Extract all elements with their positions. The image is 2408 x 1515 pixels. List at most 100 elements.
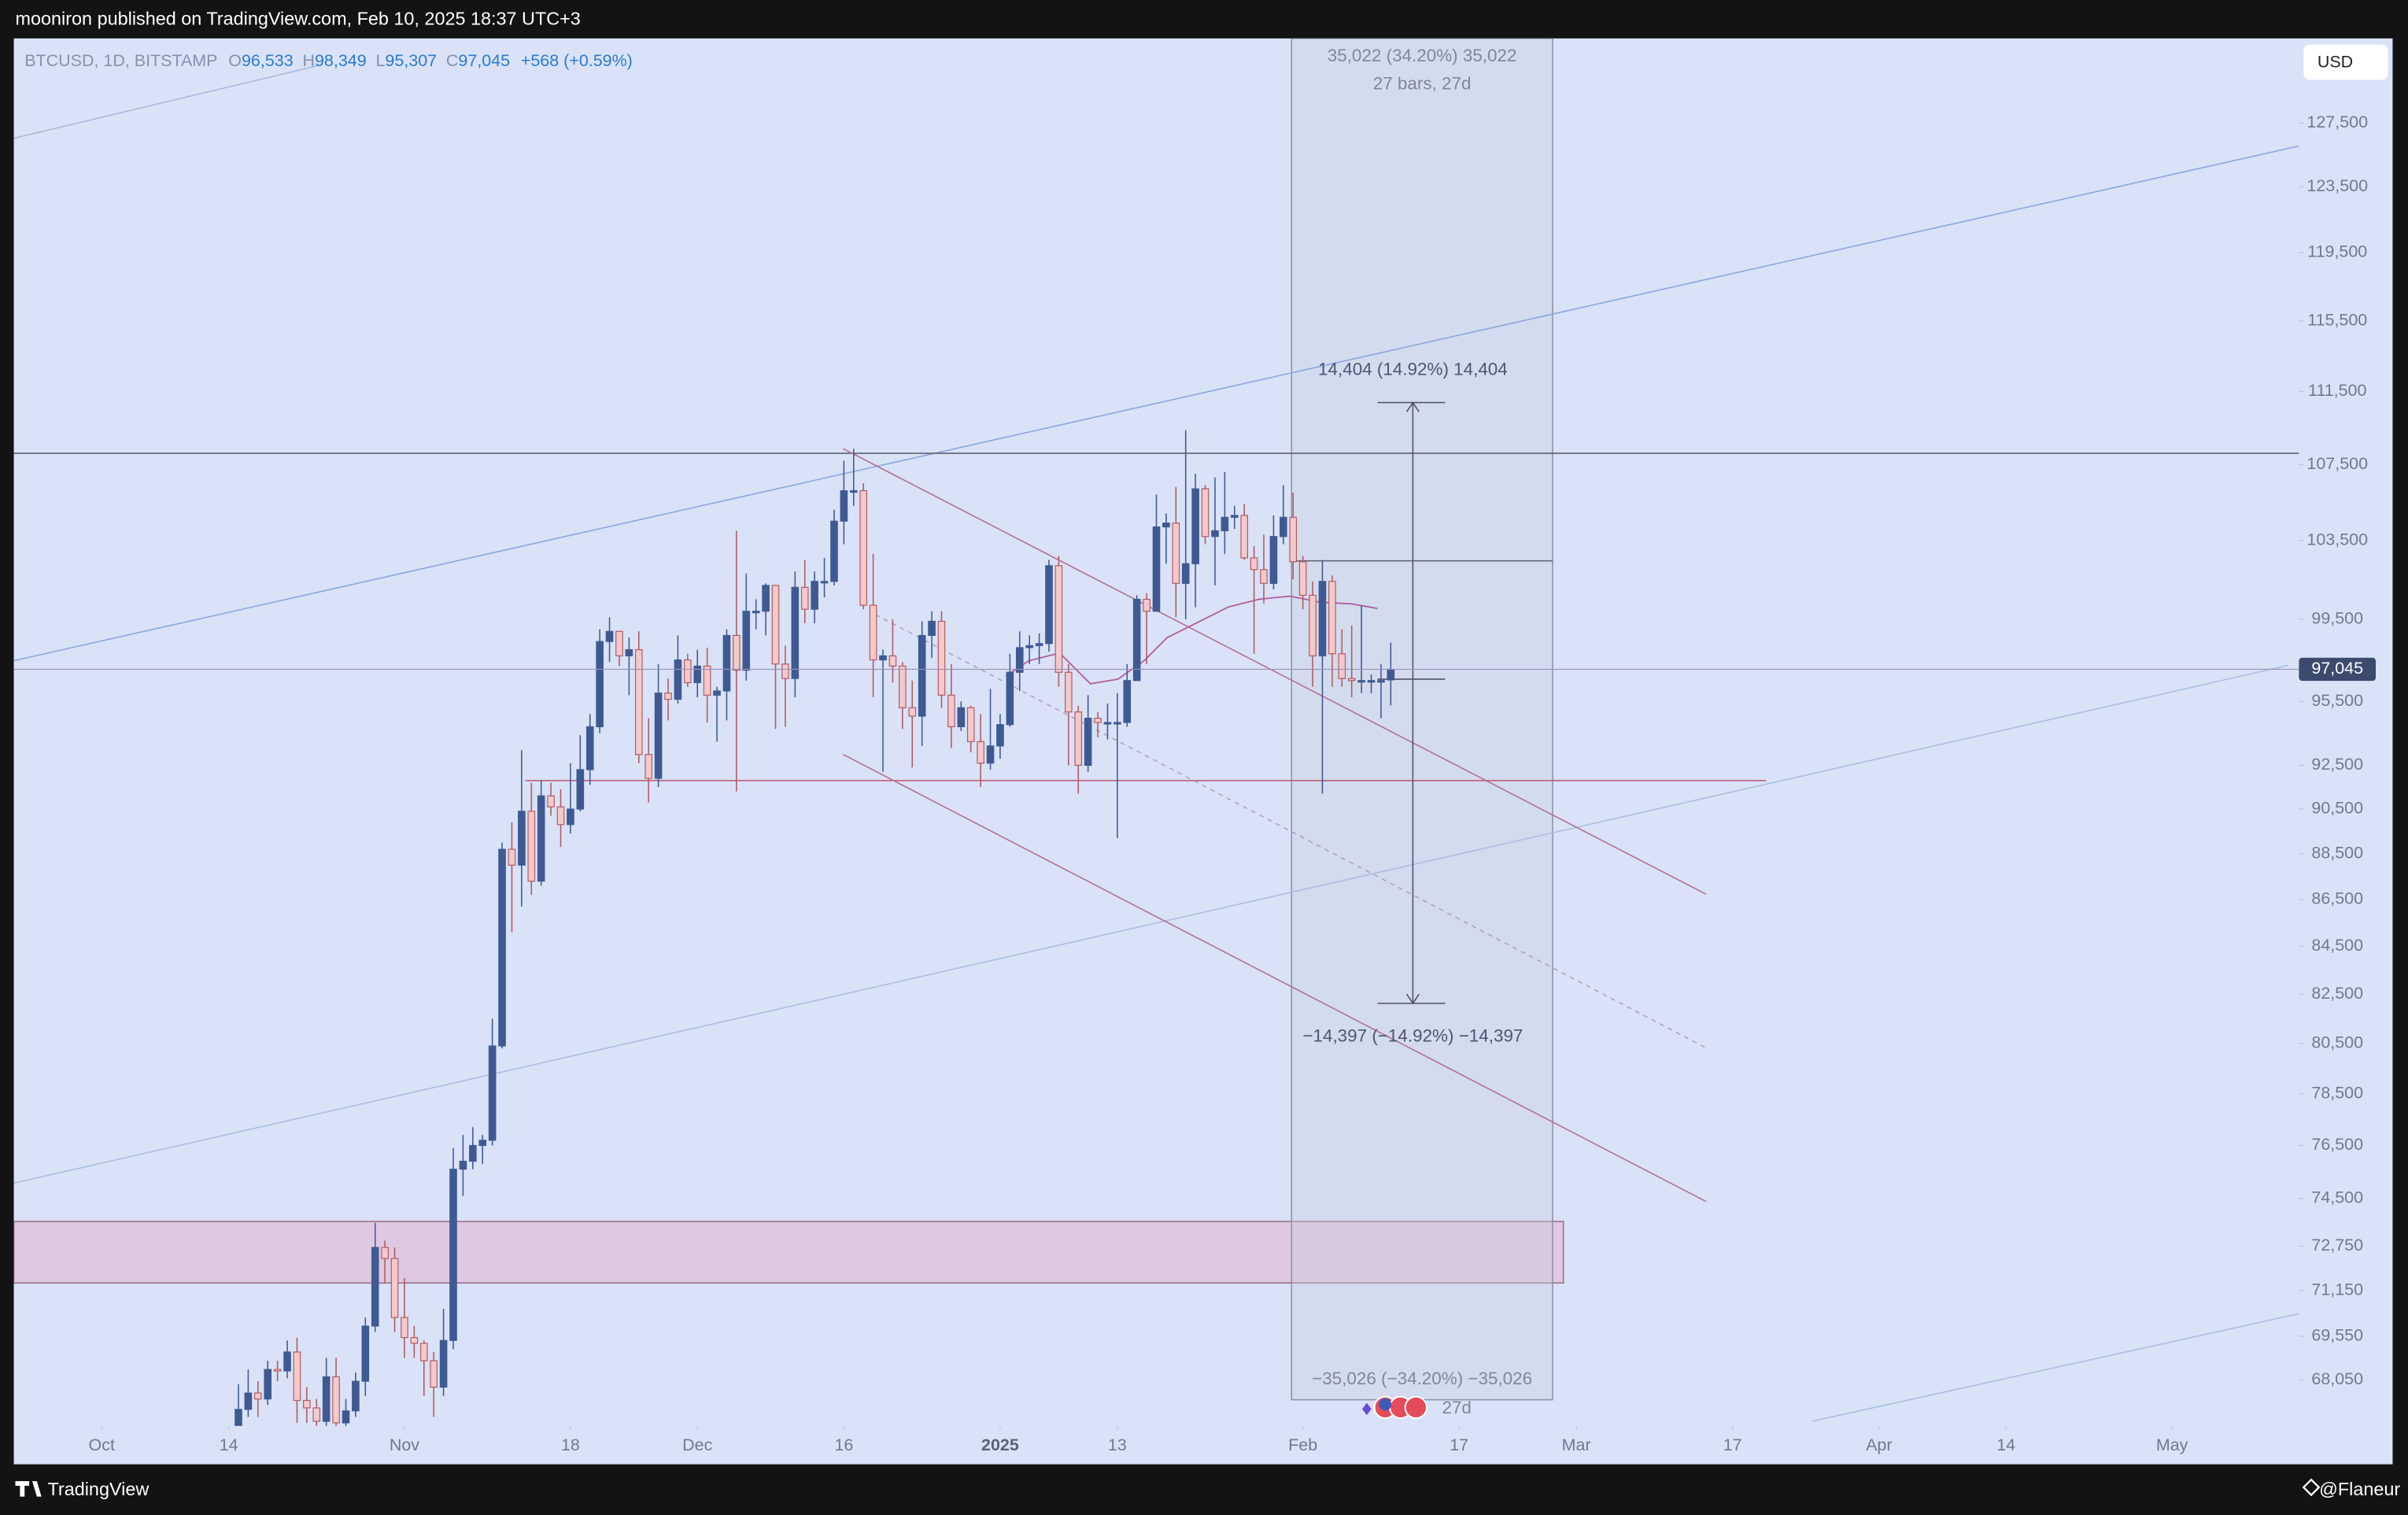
- channel-line: [843, 448, 1707, 895]
- author: @Flaneur: [2319, 1479, 2400, 1499]
- range-label: −35,026 (−34.20%) −35,026: [1312, 1369, 1532, 1388]
- candle-body: [1230, 515, 1239, 518]
- candle-body: [293, 1351, 301, 1402]
- candle-body: [352, 1380, 360, 1412]
- candle-body: [674, 659, 682, 700]
- candle-body: [469, 1144, 477, 1162]
- candle-body: [342, 1410, 350, 1424]
- y-tick-label: 69,550: [2311, 1325, 2363, 1344]
- y-tick-label: 119,500: [2307, 242, 2367, 261]
- brand-logo: [15, 1481, 42, 1497]
- candle-body: [547, 795, 555, 807]
- x-tick-label: Mar: [1562, 1436, 1591, 1454]
- candle-body: [634, 648, 643, 756]
- candle-body: [840, 490, 848, 522]
- symbol: BTCUSD, 1D, BITSTAMP: [24, 51, 217, 70]
- candle-body: [1260, 569, 1268, 584]
- candle-body: [977, 741, 984, 764]
- author-icon: [2302, 1478, 2321, 1497]
- candle-body: [303, 1399, 311, 1409]
- channel-line: [843, 753, 1707, 1203]
- candle-body: [527, 811, 536, 882]
- range-label: 27 bars, 27d: [1373, 73, 1472, 93]
- y-tick-label: 123,500: [2306, 176, 2368, 195]
- candle-body: [899, 665, 907, 708]
- candle-body: [401, 1317, 408, 1339]
- x-tick-label: 18: [561, 1436, 580, 1454]
- y-tick-label: 88,500: [2311, 844, 2363, 863]
- candle-body: [1074, 711, 1083, 767]
- candle-body: [742, 611, 751, 671]
- candle-body: [1152, 526, 1161, 612]
- candle-body: [1387, 668, 1395, 681]
- trend-line: [13, 664, 2288, 1184]
- legend-key: L: [375, 51, 385, 70]
- last-price-box: [2299, 657, 2377, 682]
- demand-zone: [13, 1221, 1564, 1284]
- candle-body: [713, 690, 721, 696]
- candle-body: [1377, 680, 1385, 683]
- candle-body: [918, 634, 926, 717]
- candle-body: [596, 641, 604, 727]
- candle-body: [1269, 536, 1278, 584]
- candle-body: [449, 1168, 457, 1341]
- candle-body: [1172, 523, 1180, 584]
- candle-body: [752, 611, 760, 614]
- legend-key: C: [446, 51, 459, 70]
- legend-value: 95,307: [385, 51, 437, 70]
- candle-body: [1367, 680, 1376, 683]
- range-label: 35,022 (34.20%) 35,022: [1328, 46, 1517, 65]
- candle-body: [800, 586, 809, 610]
- range-label: 27d: [1442, 1398, 1471, 1417]
- candle-body: [605, 630, 614, 642]
- candle-body: [1250, 557, 1258, 571]
- candle-body: [1006, 671, 1014, 726]
- y-tick-label: 103,500: [2306, 530, 2368, 549]
- candle-body: [1298, 561, 1307, 596]
- last-price-label: 97,045: [2311, 659, 2363, 678]
- candle-body: [928, 620, 936, 637]
- y-tick-label: 92,500: [2311, 755, 2363, 774]
- candle-body: [430, 1360, 438, 1388]
- candle-body: [654, 693, 663, 779]
- date-range-box: [1291, 38, 1553, 1401]
- publish-header: mooniron published on TradingView.com, F…: [16, 9, 581, 29]
- y-tick-label: 71,150: [2311, 1280, 2363, 1299]
- candle-body: [811, 581, 818, 610]
- candle-body: [1035, 643, 1043, 646]
- candle-body: [1201, 488, 1210, 538]
- candle-body: [1309, 594, 1317, 656]
- candle-body: [381, 1247, 389, 1259]
- candle-body: [390, 1258, 399, 1318]
- candle-body: [1357, 680, 1365, 683]
- candle-body: [762, 585, 770, 612]
- candle-body: [498, 848, 506, 1047]
- candle-body: [567, 808, 574, 826]
- candle-body: [1289, 516, 1298, 563]
- x-tick-label: 17: [1723, 1436, 1742, 1454]
- x-tick-label: 13: [1108, 1436, 1127, 1454]
- candle-body: [1221, 516, 1229, 531]
- x-tick-label: 14: [1996, 1436, 2015, 1454]
- trend-line: [1812, 1313, 2299, 1422]
- candle-body: [1025, 645, 1033, 648]
- candle-body: [966, 707, 975, 742]
- x-tick-label: 14: [220, 1436, 238, 1454]
- arrow-heads: [1405, 401, 1420, 1005]
- candle-body: [693, 665, 702, 683]
- candle-body: [859, 490, 868, 606]
- event-icons: [1362, 1395, 1427, 1419]
- candle-body: [1114, 722, 1121, 725]
- candle-body: [888, 655, 897, 667]
- candle-body: [264, 1369, 272, 1400]
- currency-label[interactable]: USD: [2318, 53, 2353, 72]
- currency-button[interactable]: [2303, 44, 2388, 80]
- candle-body: [254, 1392, 262, 1400]
- candle-body: [1094, 718, 1102, 723]
- candle-body: [1084, 718, 1092, 767]
- candle-body: [957, 707, 966, 727]
- candle-body: [664, 693, 672, 700]
- x-tick-label: May: [2156, 1436, 2188, 1454]
- candle-body: [1240, 515, 1248, 559]
